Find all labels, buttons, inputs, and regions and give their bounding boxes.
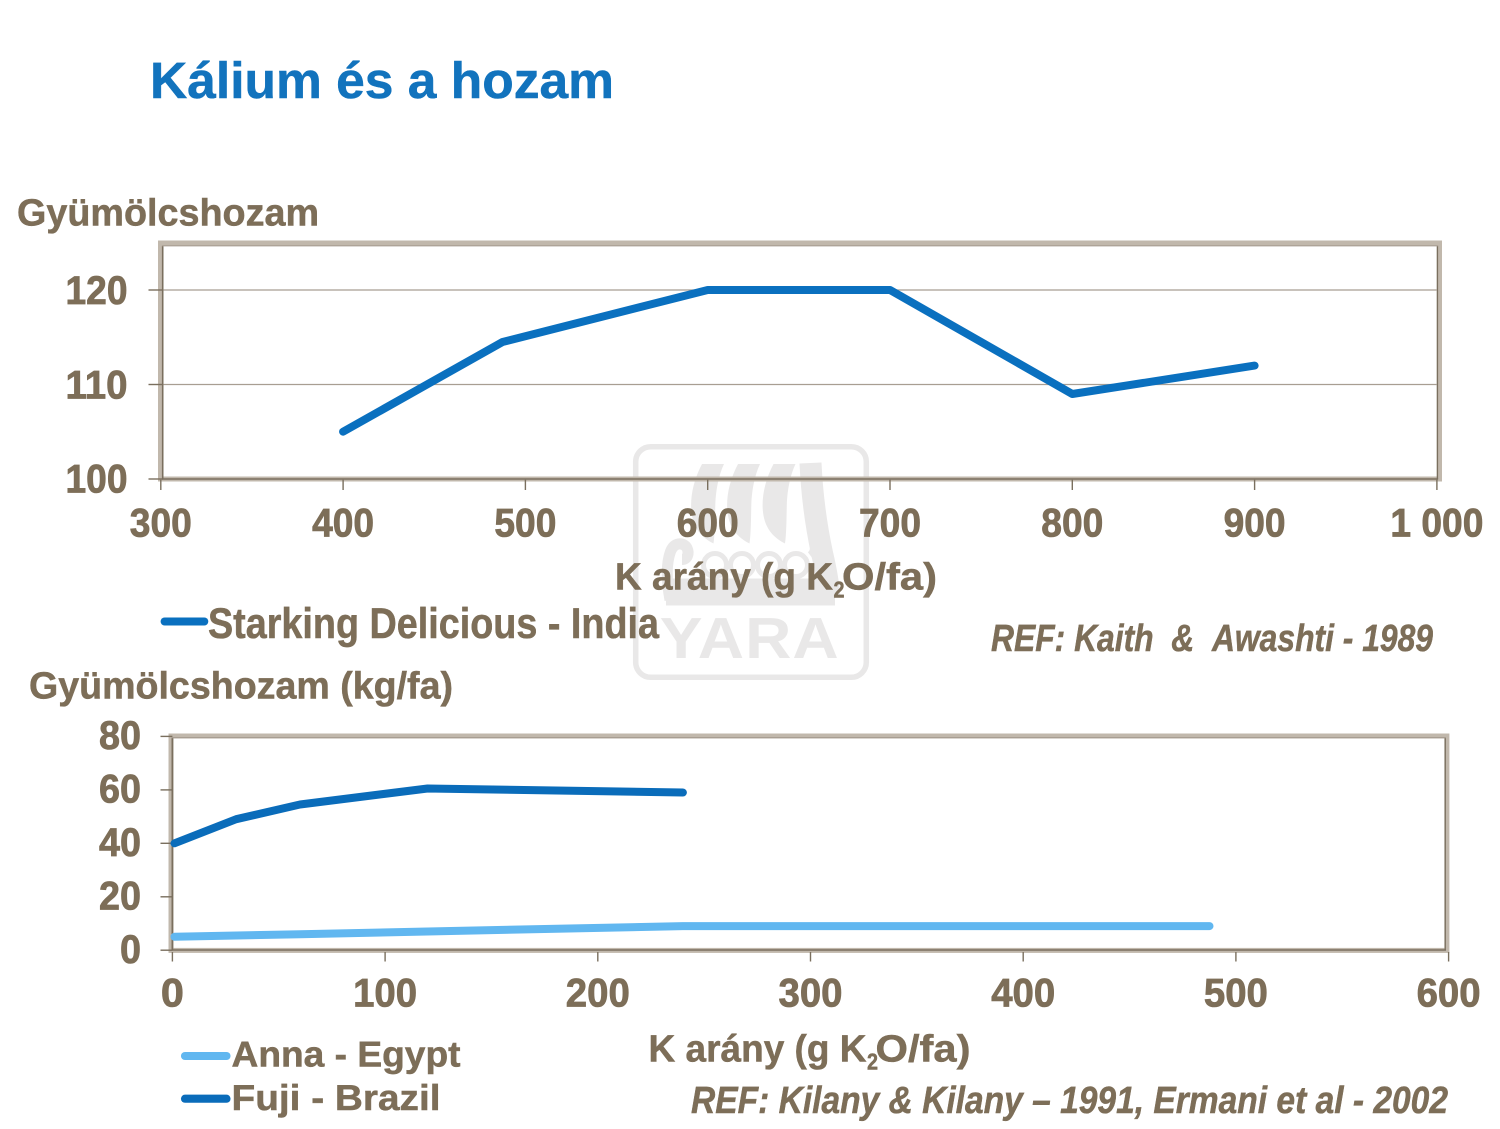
svg-text:Anna - Egypt: Anna - Egypt [232, 1034, 461, 1075]
svg-text:Kálium és a hozam: Kálium és a hozam [150, 52, 614, 109]
svg-text:600: 600 [677, 502, 739, 546]
svg-text:REF: Kaith & Awashti - 1989: REF: Kaith & Awashti - 1989 [991, 618, 1433, 660]
svg-text:500: 500 [1204, 972, 1268, 1016]
svg-text:K arány (g K: K arány (g K [649, 1029, 868, 1071]
svg-text:100: 100 [66, 458, 128, 502]
svg-text:20: 20 [99, 874, 141, 918]
svg-text:400: 400 [312, 502, 374, 546]
svg-text:80: 80 [99, 714, 141, 758]
svg-text:1 000: 1 000 [1390, 502, 1483, 546]
svg-text:900: 900 [1224, 502, 1286, 546]
svg-text:100: 100 [353, 972, 417, 1016]
svg-text:2: 2 [834, 577, 845, 603]
svg-text:K arány (g K: K arány (g K [615, 557, 834, 599]
svg-text:2: 2 [867, 1049, 878, 1075]
svg-text:0: 0 [161, 972, 184, 1016]
svg-text:Fuji - Brazil: Fuji - Brazil [232, 1077, 441, 1118]
svg-text:400: 400 [991, 972, 1055, 1016]
svg-text:O/fa): O/fa) [842, 557, 937, 599]
svg-text:REF: Kilany & Kilany – 1991, E: REF: Kilany & Kilany – 1991, Ermani et a… [691, 1080, 1448, 1122]
svg-text:300: 300 [130, 502, 192, 546]
svg-text:120: 120 [66, 269, 128, 313]
svg-text:800: 800 [1041, 502, 1103, 546]
svg-text:60: 60 [99, 767, 141, 811]
svg-text:500: 500 [494, 502, 556, 546]
svg-text:700: 700 [859, 502, 921, 546]
svg-text:40: 40 [99, 821, 141, 865]
svg-text:300: 300 [779, 972, 843, 1016]
svg-text:Gyümölcshozam: Gyümölcshozam [17, 193, 319, 235]
svg-text:YARA: YARA [660, 606, 840, 671]
svg-text:200: 200 [566, 972, 630, 1016]
svg-text:0: 0 [120, 928, 141, 972]
svg-text:O/fa): O/fa) [876, 1029, 971, 1071]
svg-text:Gyümölcshozam (kg/fa): Gyümölcshozam (kg/fa) [29, 666, 453, 708]
svg-text:600: 600 [1417, 972, 1481, 1016]
svg-text:110: 110 [66, 364, 128, 408]
svg-text:Starking Delicious - India: Starking Delicious - India [208, 600, 660, 648]
